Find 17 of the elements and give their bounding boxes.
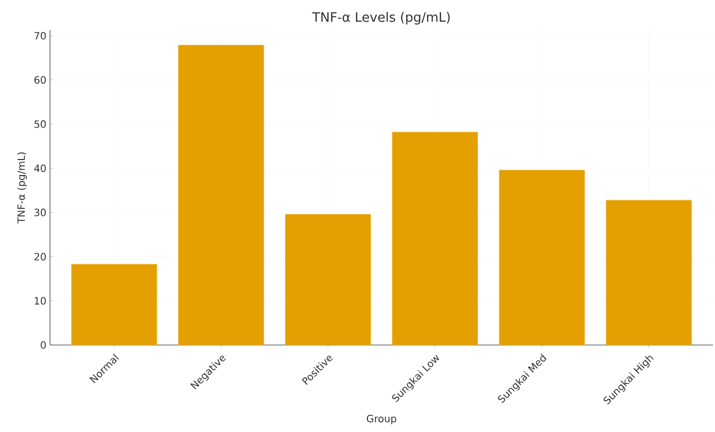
chart-title: TNF-α Levels (pg/mL) (312, 12, 450, 24)
bar (606, 200, 692, 345)
bar (178, 44, 264, 345)
y-tick-label: 70 (34, 32, 46, 40)
y-tick-label: 0 (40, 341, 46, 349)
y-tick-label: 60 (34, 76, 46, 84)
bar (71, 264, 158, 345)
y-tick-label: 40 (34, 164, 46, 172)
y-tick-label: 20 (34, 252, 46, 260)
y-tick-label: 30 (34, 208, 46, 216)
x-axis-title: Group (366, 414, 396, 424)
bar (498, 170, 585, 345)
bar (392, 132, 478, 345)
y-tick-label: 50 (34, 120, 46, 128)
y-tick-label: 10 (34, 297, 46, 305)
y-axis-title: TNF-α (pg/mL) (17, 152, 27, 224)
bar (285, 214, 372, 345)
